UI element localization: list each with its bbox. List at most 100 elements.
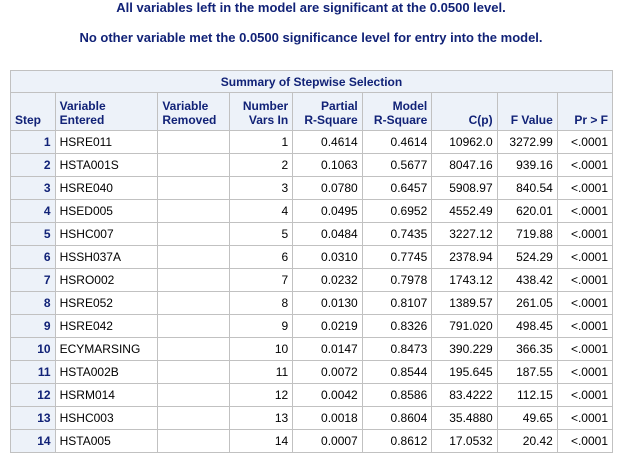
cell-step: 14 <box>10 429 56 453</box>
cell-number-vars-in: 5 <box>228 222 294 246</box>
cell-variable-removed <box>157 314 230 338</box>
cell-partial-r-square: 0.0130 <box>292 291 363 315</box>
cell-f-value: 20.42 <box>496 429 558 453</box>
cell-pr-f: <.0001 <box>556 429 614 453</box>
cell-model-r-square: 0.7745 <box>361 245 433 269</box>
table-row: 1 HSRE011 1 0.4614 0.4614 10962.0 3272.99 <.000… <box>10 130 614 154</box>
cell-variable-removed <box>157 291 230 315</box>
cell-step: 10 <box>10 337 56 361</box>
cell-variable-removed <box>157 268 230 292</box>
cell-variable-removed <box>157 222 230 246</box>
cell-step: 3 <box>10 176 56 200</box>
cell-variable-entered: ECYMARSING <box>54 337 159 361</box>
cell-pr-f: <.0001 <box>556 245 614 269</box>
col-header-variable-removed: Variable Removed <box>157 92 230 131</box>
cell-number-vars-in: 2 <box>228 153 294 177</box>
cell-pr-f: <.0001 <box>556 406 614 430</box>
cell-model-r-square: 0.6952 <box>361 199 433 223</box>
cell-step: 8 <box>10 291 56 315</box>
cell-variable-removed <box>157 429 230 453</box>
cell-f-value: 3272.99 <box>496 130 558 154</box>
cell-f-value: 524.29 <box>496 245 558 269</box>
cell-number-vars-in: 7 <box>228 268 294 292</box>
cell-f-value: 498.45 <box>496 314 558 338</box>
cell-variable-removed <box>157 130 230 154</box>
cell-model-r-square: 0.7978 <box>361 268 433 292</box>
cell-partial-r-square: 0.0484 <box>292 222 363 246</box>
cell-f-value: 438.42 <box>496 268 558 292</box>
table-row: 14 HSTA005 14 0.0007 0.8612 17.0532 20.42 <.000… <box>10 429 614 453</box>
cell-cp: 10962.0 <box>431 130 498 154</box>
cell-partial-r-square: 0.0072 <box>292 360 363 384</box>
cell-partial-r-square: 0.0780 <box>292 176 363 200</box>
entry-note: No other variable met the 0.0500 signifi… <box>79 30 543 45</box>
cell-pr-f: <.0001 <box>556 383 614 407</box>
table-row: 6 HSSH037A 6 0.0310 0.7745 2378.94 524.29 <.000… <box>10 245 614 269</box>
stepwise-summary-table: Summary of Stepwise Selection Step Varia… <box>10 70 614 453</box>
cell-number-vars-in: 13 <box>228 406 294 430</box>
cell-partial-r-square: 0.0219 <box>292 314 363 338</box>
table-row: 5 HSHC007 5 0.0484 0.7435 3227.12 719.88 <.0001 <box>10 222 614 246</box>
cell-model-r-square: 0.8107 <box>361 291 433 315</box>
cell-step: 9 <box>10 314 56 338</box>
cell-f-value: 840.54 <box>496 176 558 200</box>
cell-pr-f: <.0001 <box>556 314 614 338</box>
cell-variable-removed <box>157 199 230 223</box>
table-title: Summary of Stepwise Selection <box>10 70 613 93</box>
cell-number-vars-in: 4 <box>228 199 294 223</box>
cell-model-r-square: 0.8612 <box>361 429 433 453</box>
cell-number-vars-in: 9 <box>228 314 294 338</box>
cell-cp: 1389.57 <box>431 291 498 315</box>
cell-variable-removed <box>157 360 230 384</box>
cell-cp: 3227.12 <box>431 222 498 246</box>
col-header-number-vars-in: Number Vars In <box>228 92 294 131</box>
col-header-variable-entered: Variable Entered <box>54 92 159 131</box>
cell-f-value: 939.16 <box>496 153 558 177</box>
cell-model-r-square: 0.7435 <box>361 222 433 246</box>
cell-variable-removed <box>157 383 230 407</box>
table-row: 9 HSRE042 9 0.0219 0.8326 791.020 498.45 <.0001 <box>10 314 614 338</box>
table-row: 11 HSTA002B 11 0.0072 0.8544 195.645 187.55 <.0… <box>10 360 614 384</box>
cell-variable-removed <box>157 406 230 430</box>
cell-number-vars-in: 11 <box>228 360 294 384</box>
cell-partial-r-square: 0.0018 <box>292 406 363 430</box>
cell-step: 4 <box>10 199 56 223</box>
cell-cp: 1743.12 <box>431 268 498 292</box>
cell-partial-r-square: 0.0147 <box>292 337 363 361</box>
cell-partial-r-square: 0.0007 <box>292 429 363 453</box>
col-header-model-r-square: Model R-Square <box>361 92 433 131</box>
cell-f-value: 112.15 <box>496 383 558 407</box>
cell-number-vars-in: 3 <box>228 176 294 200</box>
table-row: 7 HSRO002 7 0.0232 0.7978 1743.12 438.42 <.0001 <box>10 268 614 292</box>
cell-pr-f: <.0001 <box>556 360 614 384</box>
cell-number-vars-in: 1 <box>228 130 294 154</box>
cell-pr-f: <.0001 <box>556 337 614 361</box>
cell-variable-entered: HSSH037A <box>54 245 159 269</box>
cell-variable-entered: HSRE042 <box>54 314 159 338</box>
cell-number-vars-in: 6 <box>228 245 294 269</box>
col-header-partial-r-square: Partial R-Square <box>292 92 363 131</box>
cell-variable-entered: HSHC007 <box>54 222 159 246</box>
cell-variable-entered: HSTA001S <box>54 153 159 177</box>
cell-cp: 195.645 <box>431 360 498 384</box>
cell-step: 11 <box>10 360 56 384</box>
cell-variable-removed <box>157 153 230 177</box>
cell-partial-r-square: 0.0042 <box>292 383 363 407</box>
table-row: 2 HSTA001S 2 0.1063 0.5677 8047.16 939.16 <.000… <box>10 153 614 177</box>
significance-note: All variables left in the model are sign… <box>116 0 506 15</box>
cell-model-r-square: 0.5677 <box>361 153 433 177</box>
cell-model-r-square: 0.8473 <box>361 337 433 361</box>
cell-variable-entered: HSRO002 <box>54 268 159 292</box>
cell-pr-f: <.0001 <box>556 291 614 315</box>
cell-f-value: 261.05 <box>496 291 558 315</box>
cell-cp: 5908.97 <box>431 176 498 200</box>
cell-variable-removed <box>157 245 230 269</box>
col-header-cp: C(p) <box>431 92 498 131</box>
cell-cp: 17.0532 <box>431 429 498 453</box>
cell-cp: 83.4222 <box>431 383 498 407</box>
cell-variable-entered: HSED005 <box>54 199 159 223</box>
cell-model-r-square: 0.8326 <box>361 314 433 338</box>
cell-pr-f: <.0001 <box>556 222 614 246</box>
cell-pr-f: <.0001 <box>556 176 614 200</box>
cell-cp: 2378.94 <box>431 245 498 269</box>
